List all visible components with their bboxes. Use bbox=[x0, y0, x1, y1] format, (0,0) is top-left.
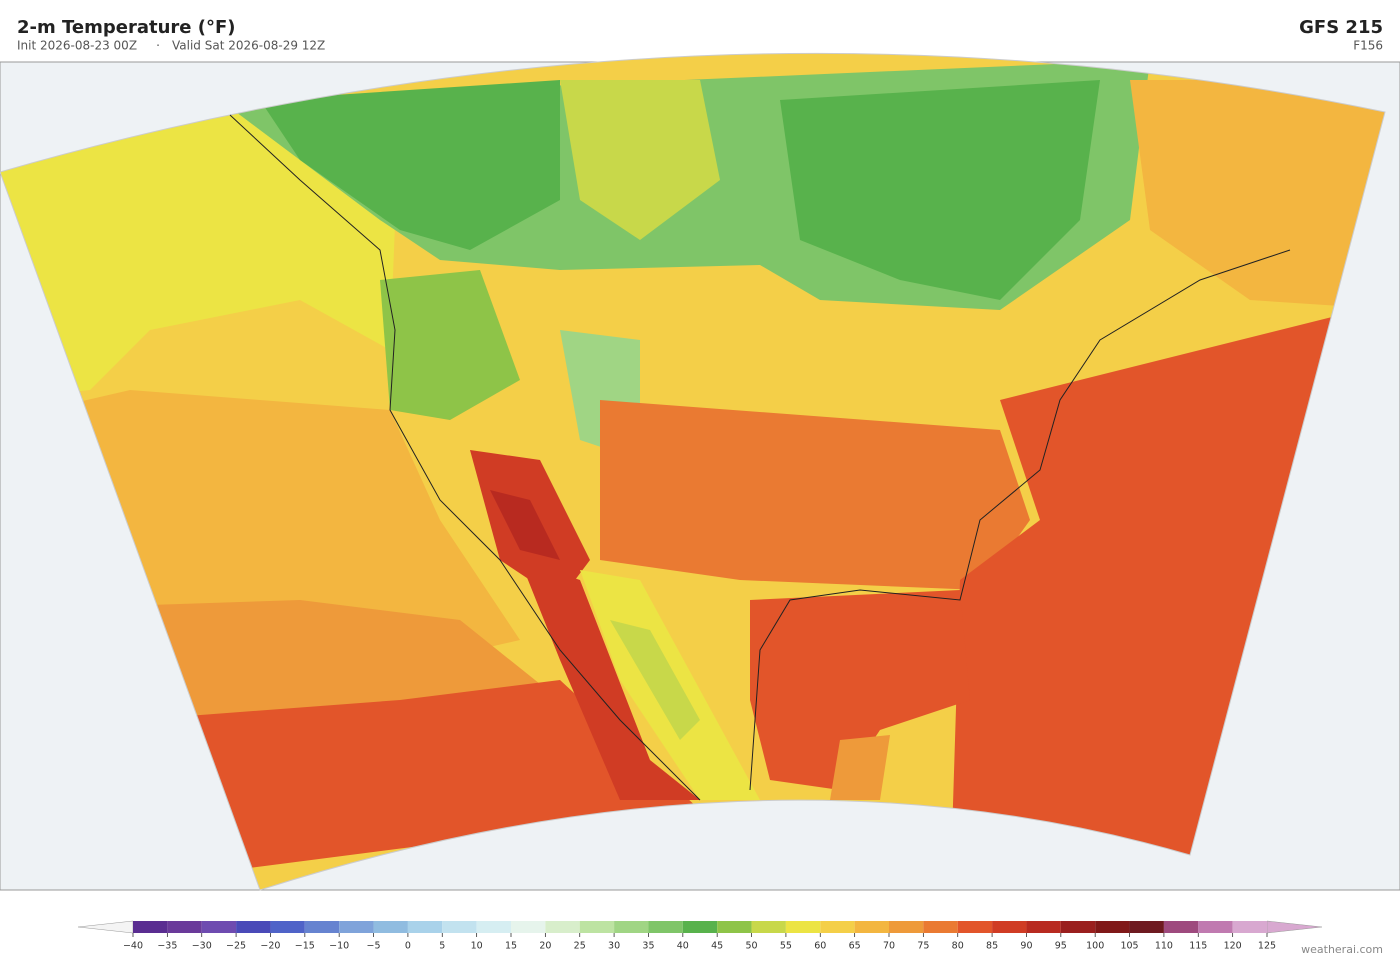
colorbar-tick-label: 125 bbox=[1258, 941, 1276, 952]
colorbar: −40 −35 −30 −25 −20 −15 −10 −5 0 5 10 15 20 25 30 35 40 4… bbox=[77, 920, 1323, 952]
colorbar-bin bbox=[1060, 921, 1096, 933]
colorbar-tick-label: 65 bbox=[849, 941, 861, 952]
map bbox=[0, 52, 1400, 891]
colorbar-under bbox=[77, 920, 134, 934]
colorbar-bin bbox=[614, 921, 649, 933]
colorbar-bin bbox=[854, 921, 889, 933]
colorbar-tick-label: 70 bbox=[883, 941, 895, 952]
colorbar-bin bbox=[270, 921, 305, 933]
colorbar-tick-label: 10 bbox=[471, 941, 483, 952]
colorbar-tick-label: 20 bbox=[539, 941, 551, 952]
colorbar-bin bbox=[1129, 921, 1164, 933]
forecast-hour: F156 bbox=[1353, 39, 1383, 53]
colorbar-bin bbox=[442, 921, 477, 933]
separator: · bbox=[156, 39, 160, 53]
colorbar-tick-label: 85 bbox=[986, 941, 998, 952]
colorbar-bin bbox=[236, 921, 271, 933]
colorbar-tick-label: 30 bbox=[608, 941, 620, 952]
colorbar-bin bbox=[167, 921, 202, 933]
colorbar-tick-label: 80 bbox=[952, 941, 964, 952]
colorbar-tick-label: 50 bbox=[745, 941, 757, 952]
colorbar-bin bbox=[820, 921, 855, 933]
colorbar-tick-label: 75 bbox=[917, 941, 929, 952]
colorbar-bin bbox=[579, 921, 615, 933]
colorbar-tick-label: 45 bbox=[711, 941, 723, 952]
colorbar-bin bbox=[304, 921, 340, 933]
colorbar-tick-label: 35 bbox=[642, 941, 654, 952]
colorbar-tick-label: 15 bbox=[505, 941, 517, 952]
colorbar-bin bbox=[133, 921, 168, 933]
colorbar-tick-label: −25 bbox=[226, 941, 246, 952]
colorbar-tick-label: 60 bbox=[814, 941, 826, 952]
init-time: Init 2026-08-23 00Z bbox=[17, 39, 137, 53]
colorbar-bin bbox=[476, 921, 511, 933]
colorbar-tick-label: −5 bbox=[367, 941, 381, 952]
credit: weatherai.com bbox=[1301, 943, 1383, 956]
colorbar-bin bbox=[785, 921, 821, 933]
colorbar-tick-label: 25 bbox=[574, 941, 586, 952]
valid-time: Valid Sat 2026-08-29 12Z bbox=[172, 39, 325, 53]
colorbar-bin bbox=[889, 921, 924, 933]
colorbar-tick-label: 55 bbox=[780, 941, 792, 952]
colorbar-tick-label: −40 bbox=[123, 941, 143, 952]
colorbar-tick-label: −15 bbox=[295, 941, 315, 952]
colorbar-tick-label: 100 bbox=[1086, 941, 1104, 952]
title: 2-m Temperature (°F) bbox=[17, 17, 236, 38]
colorbar-tick-label: 115 bbox=[1189, 941, 1207, 952]
colorbar-tick-label: 95 bbox=[1055, 941, 1067, 952]
colorbar-tick-label: −30 bbox=[192, 941, 212, 952]
colorbar-bin bbox=[717, 921, 752, 933]
colorbar-bin bbox=[339, 921, 374, 933]
colorbar-over bbox=[1266, 920, 1323, 934]
colorbar-tick-label: 0 bbox=[405, 941, 411, 952]
model: GFS 215 bbox=[1299, 17, 1383, 38]
colorbar-tick-label: −35 bbox=[157, 941, 177, 952]
colorbar-bin bbox=[957, 921, 993, 933]
colorbar-bin bbox=[511, 921, 546, 933]
colorbar-bin bbox=[648, 921, 683, 933]
colorbar-tick-label: 110 bbox=[1155, 941, 1173, 952]
colorbar-bin bbox=[1232, 921, 1267, 933]
colorbar-bin bbox=[373, 921, 408, 933]
colorbar-tick-label: 120 bbox=[1224, 941, 1242, 952]
colorbar-tick-label: 5 bbox=[439, 941, 445, 952]
colorbar-tick-label: −20 bbox=[260, 941, 280, 952]
colorbar-bin bbox=[545, 921, 580, 933]
colorbar-tick-label: 90 bbox=[1020, 941, 1032, 952]
colorbar-bin bbox=[751, 921, 786, 933]
colorbar-bin bbox=[992, 921, 1027, 933]
colorbar-bin bbox=[1026, 921, 1061, 933]
colorbar-tick-label: 105 bbox=[1120, 941, 1138, 952]
colorbar-bin bbox=[923, 921, 958, 933]
colorbar-tick-label: 40 bbox=[677, 941, 689, 952]
colorbar-bin bbox=[407, 921, 443, 933]
colorbar-bin bbox=[1198, 921, 1233, 933]
colorbar-bin bbox=[201, 921, 237, 933]
colorbar-tick-label: −10 bbox=[329, 941, 349, 952]
colorbar-bin bbox=[1163, 921, 1199, 933]
colorbar-bin bbox=[682, 921, 718, 933]
colorbar-bin bbox=[1095, 921, 1130, 933]
